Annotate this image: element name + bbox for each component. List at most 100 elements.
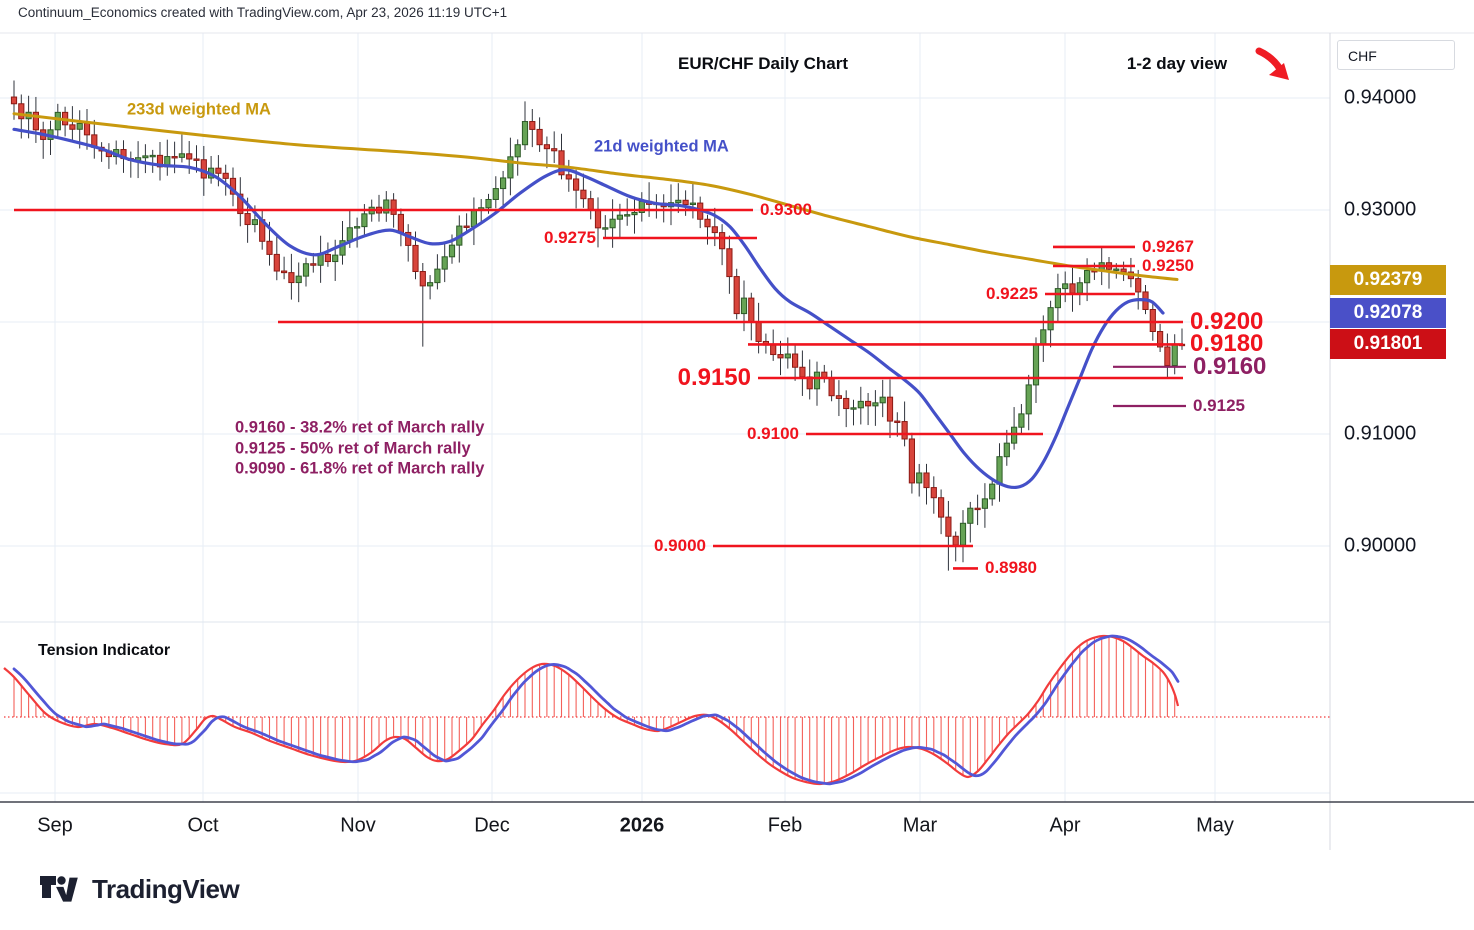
- candle-up: [507, 156, 514, 179]
- candle-down: [551, 148, 558, 152]
- candle-up: [302, 263, 310, 277]
- candle-down: [18, 103, 25, 120]
- ma233-line: [12, 112, 1179, 281]
- candle-down: [463, 225, 470, 228]
- candle-down: [405, 231, 412, 246]
- candle-down: [726, 248, 733, 278]
- candle-down: [828, 377, 835, 397]
- price-tick-label: 0.93000: [1344, 198, 1417, 221]
- candle-up: [1171, 343, 1178, 367]
- candle-down: [288, 272, 295, 284]
- candle-up: [959, 522, 967, 546]
- candle-up: [879, 396, 886, 404]
- candle-up: [427, 282, 434, 287]
- candle-down: [1069, 283, 1076, 294]
- candle-up: [361, 213, 368, 228]
- candle-down: [156, 154, 164, 168]
- candle-down: [974, 507, 981, 511]
- month-label-May: May: [1196, 814, 1234, 837]
- candle-down: [200, 159, 207, 179]
- candle-down: [1120, 268, 1127, 273]
- candle-down: [266, 240, 273, 255]
- candle-down: [397, 213, 404, 233]
- candle-down: [281, 270, 288, 274]
- candle-up: [521, 121, 529, 146]
- candle-down: [1164, 346, 1171, 367]
- tradingview-logo[interactable]: TradingView: [38, 872, 240, 906]
- candle-up: [609, 218, 616, 229]
- candle-down: [923, 472, 930, 489]
- candle-up: [1054, 288, 1062, 309]
- candle-up: [1047, 307, 1054, 331]
- candle-up: [295, 275, 302, 284]
- price-badge-233d-weighted-MA: 0.92379: [1330, 264, 1446, 295]
- candle-down: [799, 366, 806, 378]
- candle-up: [354, 226, 361, 229]
- candle-up: [813, 371, 821, 390]
- symbol-currency-box: CHF: [1337, 40, 1455, 70]
- candlestick-series: [10, 80, 1186, 571]
- candle-up: [514, 144, 521, 158]
- time-scale[interactable]: Sep Oct Nov Dec 2026 Feb Mar Apr May: [0, 803, 1330, 850]
- candle-down: [733, 276, 740, 315]
- candle-down: [894, 420, 901, 423]
- price-level-lines: [14, 208, 1186, 570]
- price-tick-label: 0.91000: [1344, 422, 1417, 445]
- candle-up: [784, 353, 791, 359]
- price-scale[interactable]: CHF 0.94000 0.93000 0.91000 0.90000 0.92379…: [1330, 33, 1474, 850]
- candle-up: [850, 407, 857, 410]
- candle-down: [237, 193, 244, 215]
- candle-up: [485, 198, 492, 209]
- candle-up: [441, 256, 448, 270]
- candle-down: [843, 397, 850, 410]
- candle-down: [193, 158, 200, 161]
- candle-down: [945, 516, 952, 537]
- candle-up: [178, 153, 186, 158]
- candle-up: [339, 240, 346, 256]
- candle-up: [434, 268, 441, 284]
- month-label-Dec: Dec: [474, 814, 510, 837]
- candle-up: [500, 177, 507, 190]
- candle-down: [171, 156, 178, 159]
- candle-up: [624, 214, 631, 217]
- candle-down: [10, 96, 18, 105]
- candle-up: [857, 400, 864, 409]
- month-label-Apr: Apr: [1049, 814, 1081, 837]
- month-label-Sep: Sep: [37, 814, 73, 837]
- candle-up: [1025, 384, 1032, 415]
- candle-down: [573, 178, 580, 191]
- candle-up: [76, 122, 83, 130]
- candle-down: [244, 213, 251, 226]
- candle-up: [631, 211, 638, 216]
- month-label-Feb: Feb: [767, 814, 803, 837]
- candle-down: [908, 438, 915, 484]
- tension-indicator-pane: [3, 634, 1330, 786]
- candle-up: [1062, 283, 1069, 290]
- candle-down: [536, 128, 543, 146]
- candle-down: [419, 271, 426, 287]
- candle-up: [916, 472, 923, 484]
- candle-down: [777, 354, 784, 359]
- candle-down: [565, 174, 572, 180]
- candle-up: [996, 456, 1003, 485]
- candle-down: [1135, 278, 1142, 293]
- candle-down: [792, 353, 799, 368]
- candle-down: [83, 122, 91, 136]
- candle-up: [602, 227, 609, 230]
- candle-down: [558, 150, 565, 176]
- tradingview-logo-text: TradingView: [92, 873, 240, 904]
- candle-down: [587, 198, 594, 211]
- candle-up: [689, 202, 696, 205]
- price-badge-last-price: 0.91801: [1330, 329, 1446, 360]
- candle-down: [412, 244, 419, 273]
- candle-up: [981, 498, 988, 509]
- candle-up: [1040, 329, 1047, 346]
- candle-up: [675, 199, 682, 204]
- candle-down: [865, 400, 872, 407]
- candle-up: [1113, 268, 1120, 271]
- candle-down: [580, 189, 587, 200]
- candle-up: [346, 227, 353, 242]
- candle-up: [616, 214, 623, 220]
